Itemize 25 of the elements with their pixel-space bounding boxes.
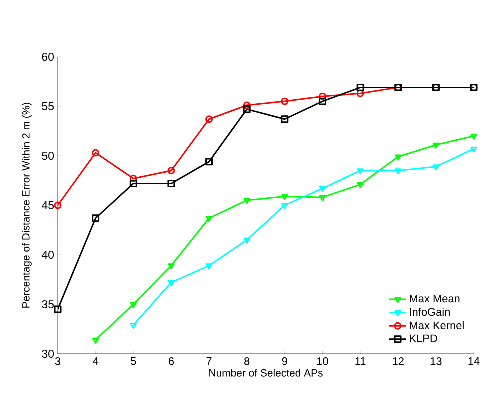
x-tick-label: 9	[282, 358, 288, 366]
legend-label: Max Mean	[410, 294, 460, 303]
x-tick-label: 6	[168, 358, 174, 366]
x-tick-label: 3	[55, 358, 61, 366]
y-tick-label: 40	[42, 250, 54, 260]
y-tick-label: 45	[42, 202, 54, 210]
x-tick-label: 11	[356, 358, 366, 366]
x-tick-label: 13	[430, 358, 442, 366]
x-tick-label: 12	[393, 358, 404, 366]
y-tick-label: 50	[42, 152, 54, 160]
y-tick-label: 30	[42, 350, 54, 358]
y-tick-label: 55	[42, 102, 54, 110]
legend-label: InfoGain	[410, 308, 450, 316]
legend-label: Max Kernel	[410, 321, 464, 330]
legend-label: KLPD	[410, 334, 438, 342]
x-tick-label: 8	[244, 358, 250, 366]
x-tick-label: 10	[317, 358, 328, 366]
x-tick-label: 4	[93, 358, 99, 366]
x-tick-label: 7	[206, 358, 212, 366]
y-axis-title: Percentage of Distance Error Within 2 m (%)	[22, 103, 32, 308]
y-tick-label: 35	[42, 300, 54, 309]
x-tick-label: 5	[131, 358, 136, 366]
y-tick-label: 60	[42, 52, 54, 62]
x-tick-label: 14	[468, 358, 480, 366]
x-axis-title: Number of Selected APs	[210, 369, 323, 377]
